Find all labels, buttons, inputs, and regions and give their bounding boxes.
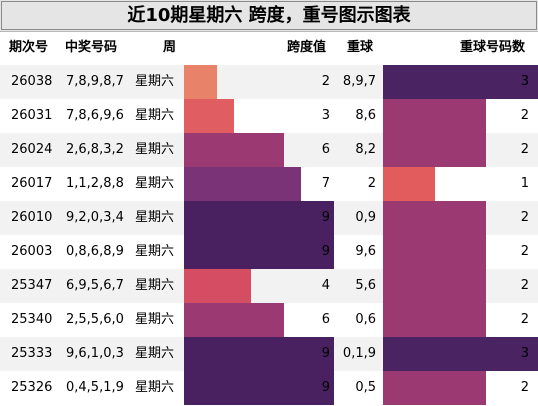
repeat-count-cell: 2 <box>520 108 529 123</box>
span-bar <box>184 269 251 303</box>
issue-cell: 25333 <box>11 346 53 361</box>
repeat-cell: 8,2 <box>355 142 376 157</box>
repeat-count-bar <box>383 133 486 167</box>
span-bar <box>184 167 301 201</box>
repeat-count-bar <box>383 201 486 235</box>
repeat-count-cell: 2 <box>520 244 529 259</box>
numbers-cell: 6,9,5,6,7 <box>66 278 124 293</box>
weekday-cell: 星期六 <box>135 74 175 89</box>
repeat-count-bar <box>383 167 435 201</box>
repeat-count-cell: 2 <box>520 278 529 293</box>
header-span: 跨度值 <box>287 40 327 55</box>
repeat-count-cell: 2 <box>520 142 529 157</box>
table-row: 26017 1,1,2,8,8 星期六 7 2 1 <box>0 167 538 201</box>
chart-title-text: 近10期星期六 跨度，重号图示图表 <box>127 5 411 26</box>
repeat-cell: 9,6 <box>355 244 376 259</box>
header-weekday: 周 <box>163 40 177 55</box>
span-bar <box>184 303 284 337</box>
span-bar <box>184 337 334 371</box>
issue-cell: 26003 <box>11 244 53 259</box>
numbers-cell: 0,4,5,1,9 <box>66 380 124 395</box>
span-value-cell: 9 <box>321 380 330 395</box>
span-value-cell: 4 <box>321 278 330 293</box>
weekday-cell: 星期六 <box>135 278 175 293</box>
weekday-cell: 星期六 <box>135 312 175 327</box>
numbers-cell: 0,8,6,8,9 <box>66 244 124 259</box>
numbers-cell: 9,2,0,3,4 <box>66 210 124 225</box>
span-bar <box>184 65 217 99</box>
table-row: 25340 2,5,5,6,0 星期六 6 0,6 2 <box>0 303 538 337</box>
repeat-count-cell: 3 <box>520 74 529 89</box>
header-issue: 期次号 <box>9 40 49 55</box>
span-value-cell: 9 <box>321 346 330 361</box>
weekday-cell: 星期六 <box>135 108 175 123</box>
span-value-cell: 9 <box>321 210 330 225</box>
weekday-cell: 星期六 <box>135 346 175 361</box>
span-bar <box>184 99 234 133</box>
repeat-count-bar <box>383 371 486 405</box>
table-row: 26038 7,8,9,8,7 星期六 2 8,9,7 3 <box>0 65 538 99</box>
repeat-count-bar <box>383 235 486 269</box>
repeat-count-cell: 2 <box>520 312 529 327</box>
repeat-cell: 0,9 <box>355 210 376 225</box>
header-repeat-count: 重球号码数 <box>460 40 526 55</box>
span-bar <box>184 133 284 167</box>
chart-title: 近10期星期六 跨度，重号图示图表 <box>0 0 538 32</box>
table-row: 26003 0,8,6,8,9 星期六 9 9,6 2 <box>0 235 538 269</box>
repeat-count-bar <box>383 269 486 303</box>
issue-cell: 26017 <box>11 176 53 191</box>
numbers-cell: 7,8,9,8,7 <box>66 74 124 89</box>
span-bar <box>184 371 334 405</box>
repeat-count-cell: 1 <box>520 176 529 191</box>
numbers-cell: 2,5,5,6,0 <box>66 312 124 327</box>
span-value-cell: 3 <box>321 108 330 123</box>
header-numbers: 中奖号码 <box>65 40 118 55</box>
repeat-cell: 0,1,9 <box>342 346 376 361</box>
weekday-cell: 星期六 <box>135 176 175 191</box>
span-value-cell: 7 <box>321 176 330 191</box>
weekday-cell: 星期六 <box>135 380 175 395</box>
issue-cell: 26031 <box>11 108 53 123</box>
span-value-cell: 6 <box>321 312 330 327</box>
issue-cell: 25340 <box>11 312 53 327</box>
span-value-cell: 9 <box>321 244 330 259</box>
weekday-cell: 星期六 <box>135 210 175 225</box>
span-value-cell: 6 <box>321 142 330 157</box>
numbers-cell: 2,6,8,3,2 <box>66 142 124 157</box>
table-row: 26010 9,2,0,3,4 星期六 9 0,9 2 <box>0 201 538 235</box>
table-row: 25347 6,9,5,6,7 星期六 4 5,6 2 <box>0 269 538 303</box>
issue-cell: 26038 <box>11 74 53 89</box>
repeat-count-bar <box>383 303 486 337</box>
header-repeat: 重球 <box>347 40 374 55</box>
span-bar <box>184 235 334 269</box>
repeat-cell: 8,9,7 <box>342 74 376 89</box>
table-row: 25326 0,4,5,1,9 星期六 9 0,5 2 <box>0 371 538 405</box>
weekday-cell: 星期六 <box>135 142 175 157</box>
repeat-count-cell: 3 <box>520 346 529 361</box>
numbers-cell: 7,8,6,9,6 <box>66 108 124 123</box>
repeat-cell: 8,6 <box>355 108 376 123</box>
weekday-cell: 星期六 <box>135 244 175 259</box>
repeat-count-cell: 2 <box>520 380 529 395</box>
issue-cell: 26010 <box>11 210 53 225</box>
issue-cell: 25347 <box>11 278 53 293</box>
issue-cell: 26024 <box>11 142 53 157</box>
numbers-cell: 9,6,1,0,3 <box>66 346 124 361</box>
repeat-cell: 5,6 <box>355 278 376 293</box>
repeat-count-cell: 2 <box>520 210 529 225</box>
repeat-count-bar <box>383 99 486 133</box>
span-value-cell: 2 <box>321 74 330 89</box>
table-row: 26024 2,6,8,3,2 星期六 6 8,2 2 <box>0 133 538 167</box>
repeat-cell: 2 <box>367 176 376 191</box>
table-row: 26031 7,8,6,9,6 星期六 3 8,6 2 <box>0 99 538 133</box>
issue-cell: 25326 <box>11 380 53 395</box>
repeat-count-bar <box>383 65 538 99</box>
numbers-cell: 1,1,2,8,8 <box>66 176 124 191</box>
span-bar <box>184 201 334 235</box>
table-row: 25333 9,6,1,0,3 星期六 9 0,1,9 3 <box>0 337 538 371</box>
repeat-cell: 0,5 <box>355 380 376 395</box>
repeat-count-bar <box>383 337 538 371</box>
repeat-cell: 0,6 <box>355 312 376 327</box>
